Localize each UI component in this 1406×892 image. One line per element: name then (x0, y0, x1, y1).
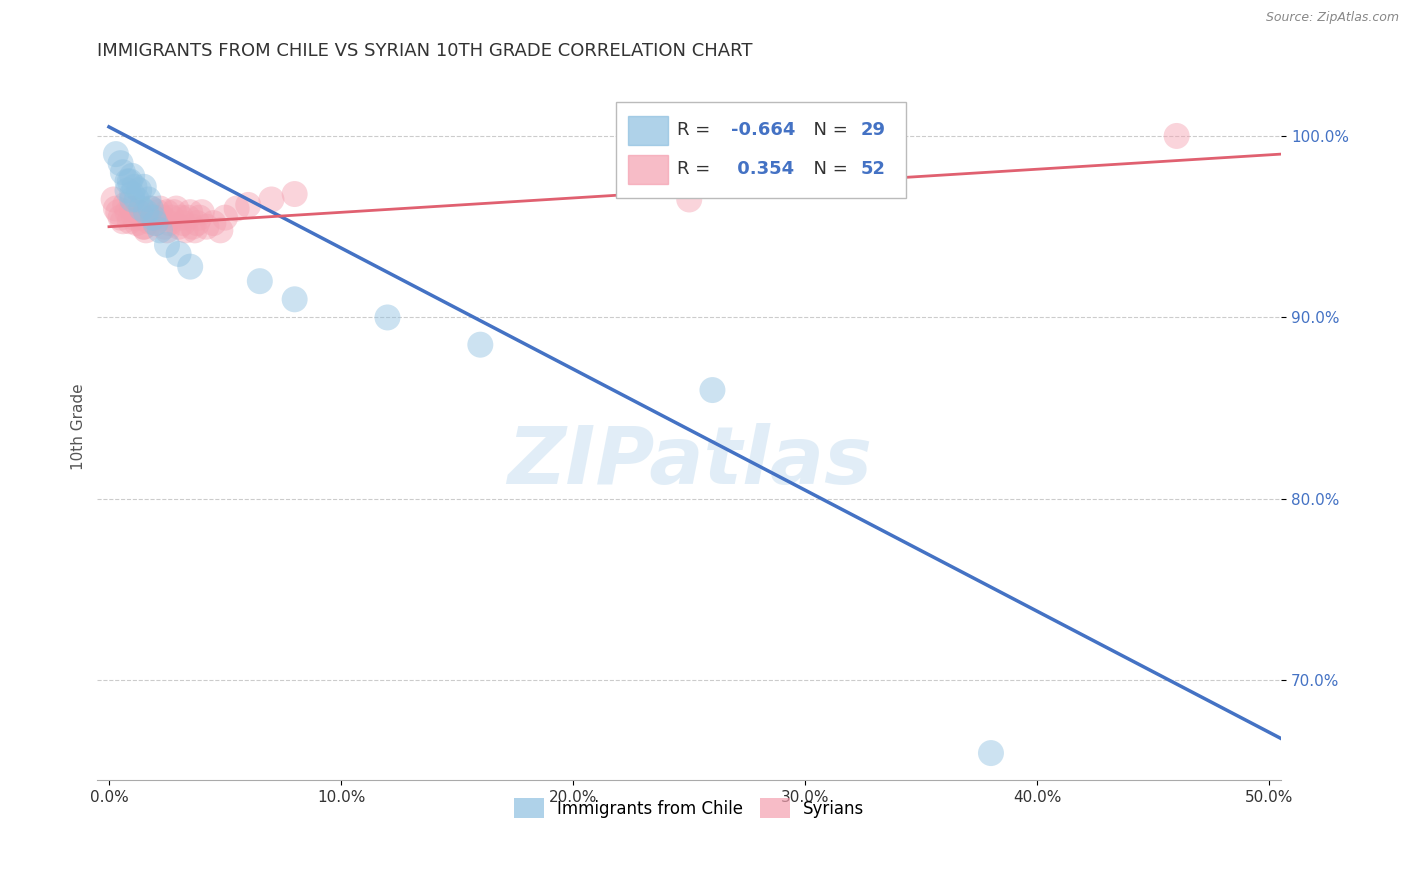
Point (174, 223, 197, 237)
FancyBboxPatch shape (627, 116, 668, 145)
Point (209, 223, 232, 237)
Point (156, 238, 179, 252)
Point (131, 202, 153, 216)
Point (179, 260, 201, 274)
Point (110, 156, 132, 170)
Text: -0.664: -0.664 (731, 121, 794, 139)
Point (121, 202, 143, 216)
Point (163, 205, 186, 219)
Point (177, 211, 200, 225)
FancyBboxPatch shape (616, 103, 905, 198)
Text: 0.354: 0.354 (731, 161, 794, 178)
Point (188, 211, 211, 225)
Point (149, 202, 172, 216)
Point (117, 205, 139, 219)
Point (214, 211, 236, 225)
Point (170, 211, 193, 225)
Point (104, 202, 127, 216)
Text: N =: N = (801, 121, 853, 139)
Point (157, 216, 180, 230)
Point (125, 193, 148, 207)
Point (167, 219, 190, 234)
Point (118, 174, 141, 188)
Point (124, 211, 146, 225)
Point (128, 205, 150, 219)
Point (377, 310, 399, 325)
Point (114, 198, 136, 212)
Point (121, 169, 143, 183)
Point (238, 198, 260, 212)
Point (117, 183, 139, 197)
Point (284, 293, 307, 307)
Point (132, 219, 155, 234)
Point (118, 214, 141, 228)
Point (131, 211, 153, 225)
Point (149, 223, 172, 237)
Point (121, 187, 143, 202)
Point (165, 202, 187, 216)
Point (156, 223, 179, 237)
Point (145, 211, 167, 225)
Point (167, 247, 190, 261)
Point (202, 216, 225, 230)
Point (145, 216, 167, 230)
Legend: Immigrants from Chile, Syrians: Immigrants from Chile, Syrians (508, 791, 872, 825)
Text: N =: N = (801, 161, 853, 178)
Point (124, 179, 146, 194)
Point (145, 216, 167, 230)
Point (111, 165, 134, 179)
Text: ZIPatlas: ZIPatlas (506, 423, 872, 500)
Point (139, 202, 162, 216)
Point (980, 746, 1002, 760)
Point (139, 202, 162, 216)
Point (172, 216, 194, 230)
Point (128, 183, 150, 197)
Text: R =: R = (678, 121, 717, 139)
Text: 29: 29 (860, 121, 886, 139)
Point (107, 205, 129, 219)
Point (117, 174, 139, 188)
Point (1166, 128, 1188, 143)
Point (103, 193, 125, 207)
Point (702, 383, 724, 397)
Text: R =: R = (678, 161, 717, 178)
Point (260, 193, 283, 207)
Text: 52: 52 (860, 161, 886, 178)
Text: IMMIGRANTS FROM CHILE VS SYRIAN 10TH GRADE CORRELATION CHART: IMMIGRANTS FROM CHILE VS SYRIAN 10TH GRA… (97, 42, 752, 60)
Point (142, 211, 165, 225)
Point (142, 211, 165, 225)
Point (678, 193, 700, 207)
Point (125, 216, 148, 230)
Point (110, 211, 132, 225)
Point (186, 216, 208, 230)
Point (156, 205, 179, 219)
Point (146, 205, 169, 219)
Point (179, 205, 201, 219)
Text: Source: ZipAtlas.com: Source: ZipAtlas.com (1265, 11, 1399, 24)
Point (181, 219, 204, 234)
Point (160, 211, 183, 225)
Point (153, 219, 176, 234)
Point (135, 223, 157, 237)
Point (104, 147, 127, 161)
Point (284, 187, 307, 202)
Point (249, 274, 271, 288)
Point (195, 219, 218, 234)
Point (191, 205, 214, 219)
Point (138, 214, 160, 228)
Point (121, 193, 143, 207)
Point (111, 214, 134, 228)
Y-axis label: 10th Grade: 10th Grade (72, 383, 86, 470)
Point (135, 205, 157, 219)
Point (225, 202, 247, 216)
Point (138, 193, 160, 207)
FancyBboxPatch shape (627, 154, 668, 185)
Point (132, 179, 155, 194)
Point (132, 219, 155, 234)
Point (470, 337, 492, 351)
Point (150, 211, 173, 225)
Point (184, 223, 207, 237)
